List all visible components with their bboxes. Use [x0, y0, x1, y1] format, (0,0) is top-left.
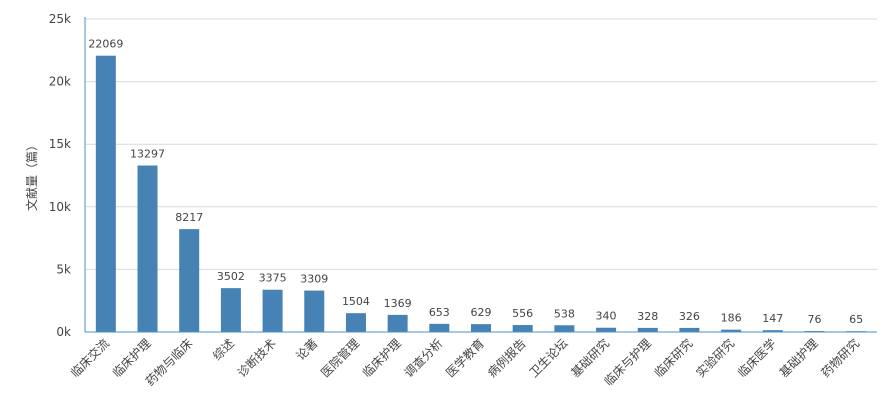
bar [137, 165, 158, 332]
data-label: 328 [637, 310, 658, 323]
gridlines [85, 18, 877, 270]
y-tick-label: 25k [49, 12, 71, 26]
bar [554, 325, 575, 332]
data-label: 3375 [259, 272, 287, 285]
x-tick-label: 临床医学 [734, 336, 779, 381]
bar [95, 55, 116, 333]
x-tick-label: 病例报告 [484, 336, 529, 381]
bar [721, 329, 742, 332]
bar [387, 314, 408, 332]
x-tick-label: 药物研究 [818, 336, 863, 381]
x-tick-label: 临床交流 [67, 336, 112, 381]
data-label: 13297 [130, 148, 165, 161]
data-label: 556 [512, 307, 533, 320]
data-label: 186 [721, 312, 742, 325]
data-label: 3502 [217, 270, 245, 283]
x-tick-label: 论著 [294, 336, 321, 363]
bar [679, 327, 700, 332]
bar [179, 229, 200, 332]
x-tick-label: 实验研究 [693, 336, 738, 381]
bars-group [95, 55, 867, 333]
y-tick-label: 10k [49, 200, 71, 214]
data-label: 65 [849, 313, 863, 326]
data-label: 22069 [88, 38, 123, 51]
data-labels-group: 22069 13297 8217 3502 3375 3309 1504 1369 653 629… [88, 38, 863, 326]
data-label: 3309 [300, 273, 328, 286]
data-label: 147 [762, 312, 783, 325]
x-tick-label: 调查分析 [402, 336, 446, 380]
x-tick-label: 医院管理 [318, 336, 363, 381]
y-axis-ticks: 0k 5k 10k 15k 20k 25k [49, 12, 71, 339]
x-tick-label: 卫生论坛 [527, 336, 571, 380]
y-tick-label: 15k [49, 137, 71, 151]
x-tick-label: 临床护理 [360, 336, 404, 380]
data-label: 1504 [342, 295, 370, 308]
bar [220, 288, 241, 332]
x-tick-label: 基础护理 [777, 336, 821, 380]
bar [512, 325, 533, 332]
x-tick-label: 医学教育 [443, 336, 488, 381]
data-label: 76 [807, 313, 821, 326]
data-label: 538 [554, 307, 575, 320]
bar [637, 327, 658, 332]
data-label: 326 [679, 310, 700, 323]
bar [345, 313, 366, 332]
x-tick-label: 临床研究 [651, 336, 696, 381]
data-label: 1369 [384, 297, 412, 310]
x-tick-label: 综述 [210, 336, 237, 363]
data-label: 8217 [175, 211, 203, 224]
data-label: 629 [471, 306, 492, 319]
bar [596, 327, 617, 332]
data-label: 653 [429, 306, 450, 319]
bar [471, 324, 491, 332]
bar [429, 323, 450, 332]
y-tick-label: 20k [49, 75, 71, 89]
bar [262, 289, 283, 332]
y-tick-label: 5k [56, 262, 71, 276]
y-tick-label: 0k [56, 325, 71, 339]
bar [762, 330, 783, 332]
bar [304, 290, 325, 332]
y-axis-title: 文献量（篇） [24, 139, 39, 211]
data-label: 340 [596, 310, 617, 323]
x-tick-label: 诊断技术 [234, 336, 279, 381]
